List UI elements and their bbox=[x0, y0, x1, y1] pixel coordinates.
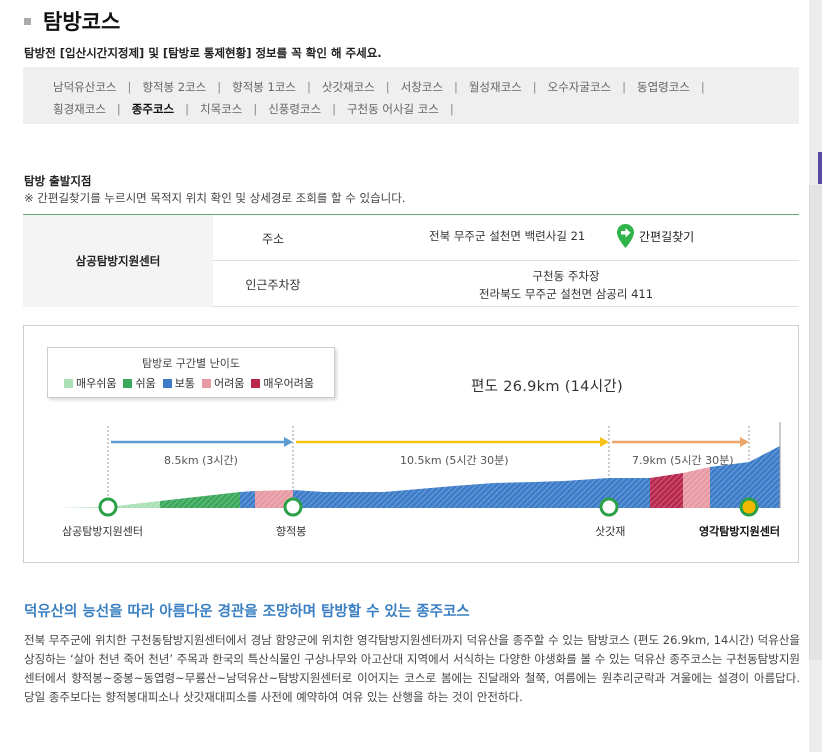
course-link-namdeogyu[interactable]: 남덕유산코스 bbox=[53, 80, 117, 94]
separator: | bbox=[449, 102, 454, 116]
total-distance: 편도 26.9km (14시간) bbox=[471, 379, 623, 395]
course-nav: 남덕유산코스 | 향적봉 2코스 | 향적봉 1코스 | 삿갓재코스 | 서창코스 | 월성재코스 |… bbox=[23, 67, 799, 124]
separator: | bbox=[127, 80, 132, 94]
address-row: 주소 전북 무주군 설천면 백련사길 21 간편길찾기 bbox=[213, 215, 799, 261]
segment-label-3: 7.9km (5시간 30분) bbox=[632, 454, 734, 467]
difficulty-legend: 탐방로 구간별 난이도 매우쉬움 쉬움 보통 어려움 매우어려움 bbox=[47, 347, 335, 398]
legend-swatch bbox=[123, 378, 133, 388]
map-link-button[interactable]: 간편길찾기 bbox=[616, 223, 694, 249]
start-info-table: 삼공탐방지원센터 주소 전북 무주군 설천면 백련사길 21 간편길찾기 인근주… bbox=[23, 214, 799, 307]
address-value: 전북 무주군 설천면 백련사길 21 bbox=[429, 229, 586, 243]
course-link-sinpungryeong[interactable]: 신풍령코스 bbox=[268, 102, 322, 116]
course-profile-chart: 탐방로 구간별 난이도 매우쉬움 쉬움 보통 어려움 매우어려움 편도 26.9… bbox=[23, 325, 799, 563]
separator: | bbox=[185, 102, 189, 116]
terrain-hatch bbox=[59, 446, 780, 508]
description-title: 덕유산의 능선을 따라 아름다운 경관을 조망하며 탐방할 수 있는 종주코스 bbox=[24, 604, 470, 620]
legend-item-very-hard: 매우어려움 bbox=[251, 375, 314, 391]
legend-item-easy: 쉬움 bbox=[123, 375, 156, 391]
legend-label: 매우어려움 bbox=[263, 377, 314, 390]
separator: | bbox=[217, 80, 222, 94]
course-link-wolseongjae[interactable]: 월성재코스 bbox=[468, 80, 522, 94]
course-link-jongju[interactable]: 종주코스 bbox=[131, 102, 175, 116]
legend-title: 탐방로 구간별 난이도 bbox=[141, 357, 241, 370]
profile-svg bbox=[59, 422, 781, 517]
map-link-label: 간편길찾기 bbox=[639, 229, 695, 244]
segment-arrow-head bbox=[284, 437, 293, 447]
legend-label: 쉬움 bbox=[135, 377, 156, 390]
legend-swatch bbox=[201, 378, 211, 388]
node-label-end: 영각탐방지원센터 bbox=[699, 525, 780, 538]
legend-label: 어려움 bbox=[213, 377, 245, 390]
map-pin-icon bbox=[617, 224, 634, 248]
node-satgatjae bbox=[599, 497, 619, 517]
node-label-hyangjeokbong: 향적봉 bbox=[276, 525, 307, 538]
parking-address: 전라북도 무주군 설천면 삼공리 411 bbox=[478, 287, 654, 301]
node-end bbox=[739, 497, 759, 517]
scrollbar-panel bbox=[809, 185, 822, 660]
course-link-osujagul[interactable]: 오수자굴코스 bbox=[547, 80, 612, 94]
start-name: 삼공탐방지원센터 bbox=[23, 215, 213, 307]
separator: | bbox=[116, 102, 121, 116]
separator: | bbox=[532, 80, 537, 94]
scrollbar-thumb[interactable] bbox=[818, 152, 822, 184]
node-label-start: 삼공탐방지원센터 bbox=[62, 525, 143, 538]
parking-name: 구천동 주차장 bbox=[532, 269, 600, 283]
segment-label-1: 8.5km (3시간) bbox=[164, 454, 238, 467]
course-link-satgatjae[interactable]: 삿갓재코스 bbox=[321, 80, 375, 94]
legend-label: 매우쉬움 bbox=[76, 377, 117, 390]
start-heading: 탐방 출발지점 bbox=[24, 174, 92, 188]
course-link-gucheondong[interactable]: 구천동 어사길 코스 bbox=[346, 102, 439, 116]
page-title: 탐방코스 bbox=[24, 6, 120, 36]
legend-items: 매우쉬움 쉬움 보통 어려움 매우어려움 bbox=[64, 375, 321, 391]
segment-arrow-head bbox=[740, 437, 749, 447]
parking-row: 인근주차장 구천동 주차장 전라북도 무주군 설천면 삼공리 411 bbox=[213, 261, 799, 307]
legend-swatch bbox=[162, 378, 172, 388]
page-title-text: 탐방코스 bbox=[43, 10, 121, 34]
legend-item-normal: 보통 bbox=[162, 375, 195, 391]
course-link-seochang[interactable]: 서창코스 bbox=[400, 80, 443, 94]
legend-item-very-easy: 매우쉬움 bbox=[64, 375, 116, 391]
separator: | bbox=[385, 80, 390, 94]
segment-label-2: 10.5km (5시간 30분) bbox=[400, 454, 509, 467]
separator: | bbox=[622, 80, 626, 94]
separator: | bbox=[453, 80, 458, 94]
separator: | bbox=[700, 80, 705, 94]
course-link-hoenggyeongjae[interactable]: 횡경재코스 bbox=[53, 102, 106, 116]
start-note: ※ 간편길찾기를 누르시면 목적지 위치 확인 및 상세경로 조회를 할 수 있… bbox=[24, 191, 406, 205]
node-start bbox=[98, 497, 118, 517]
segment-arrow-head bbox=[600, 437, 609, 447]
legend-item-hard: 어려움 bbox=[201, 375, 245, 391]
legend-swatch bbox=[251, 378, 261, 388]
parking-value: 구천동 주차장 전라북도 무주군 설천면 삼공리 411 bbox=[333, 267, 799, 303]
parking-label: 인근주차장 bbox=[245, 277, 301, 292]
node-label-satgatjae: 삿갓재 bbox=[595, 525, 626, 538]
course-link-chimok[interactable]: 치목코스 bbox=[199, 102, 243, 116]
course-link-dongyeopryeong[interactable]: 동엽령코스 bbox=[636, 80, 690, 94]
title-bullet-icon bbox=[24, 17, 31, 25]
notice-text: 탐방전 [입산시간지정제] 및 [탐방로 통제현황] 정보를 꼭 확인 해 주세… bbox=[24, 46, 382, 60]
separator: | bbox=[332, 102, 336, 116]
separator: | bbox=[306, 80, 311, 94]
address-label: 주소 bbox=[261, 231, 285, 246]
separator: | bbox=[253, 102, 258, 116]
course-link-hyangjeok2[interactable]: 향적봉 2코스 bbox=[142, 80, 207, 94]
description-body: 전북 무주군에 위치한 구천동탐방지원센터에서 경남 함양군에 위치한 영각탐방… bbox=[24, 633, 800, 704]
legend-label: 보통 bbox=[174, 377, 195, 390]
course-link-hyangjeok1[interactable]: 향적봉 1코스 bbox=[232, 80, 296, 94]
node-hyangjeokbong bbox=[283, 497, 303, 517]
legend-swatch bbox=[64, 378, 73, 388]
